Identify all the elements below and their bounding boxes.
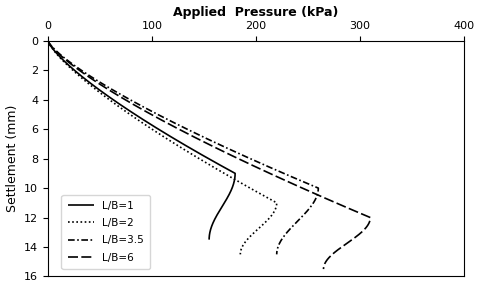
L/B=3.5 (282, 233, 288, 236)
Line: L/B=6: L/B=6 (48, 41, 370, 269)
L/B=3.5 (274, 253, 279, 256)
Line: L/B=2: L/B=2 (48, 41, 276, 254)
L/B=6 (330, 252, 336, 255)
L/B=1 (45, 39, 51, 43)
L/B=3.5 (301, 213, 307, 216)
L/B=1 (206, 238, 212, 241)
L/B=1 (224, 198, 229, 201)
L/B=1 (121, 105, 127, 109)
L/B=2 (222, 172, 228, 175)
X-axis label: Applied  Pressure (kPa): Applied Pressure (kPa) (173, 5, 338, 18)
L/B=6 (45, 39, 51, 43)
L/B=2 (45, 39, 51, 43)
L/B=2 (262, 221, 267, 225)
Legend: L/B=1, L/B=2, L/B=3.5, L/B=6: L/B=1, L/B=2, L/B=3.5, L/B=6 (61, 194, 150, 269)
L/B=3.5 (254, 160, 260, 163)
L/B=6 (321, 267, 326, 271)
Line: L/B=1: L/B=1 (48, 41, 235, 240)
Line: L/B=3.5: L/B=3.5 (48, 41, 318, 254)
L/B=3.5 (155, 113, 161, 116)
L/B=3.5 (303, 181, 309, 185)
L/B=2 (238, 253, 243, 256)
L/B=1 (48, 44, 53, 47)
L/B=2 (138, 120, 144, 124)
L/B=2 (245, 237, 251, 241)
L/B=3.5 (48, 44, 54, 48)
L/B=6 (294, 184, 300, 187)
L/B=6 (352, 209, 358, 213)
L/B=1 (190, 148, 195, 151)
L/B=6 (49, 46, 55, 49)
L/B=1 (224, 167, 229, 170)
Y-axis label: Settlement (mm): Settlement (mm) (6, 105, 19, 212)
L/B=6 (176, 128, 182, 131)
L/B=6 (352, 236, 358, 240)
L/B=2 (263, 195, 269, 199)
L/B=1 (212, 218, 217, 221)
L/B=3.5 (45, 39, 51, 43)
L/B=2 (48, 45, 54, 48)
